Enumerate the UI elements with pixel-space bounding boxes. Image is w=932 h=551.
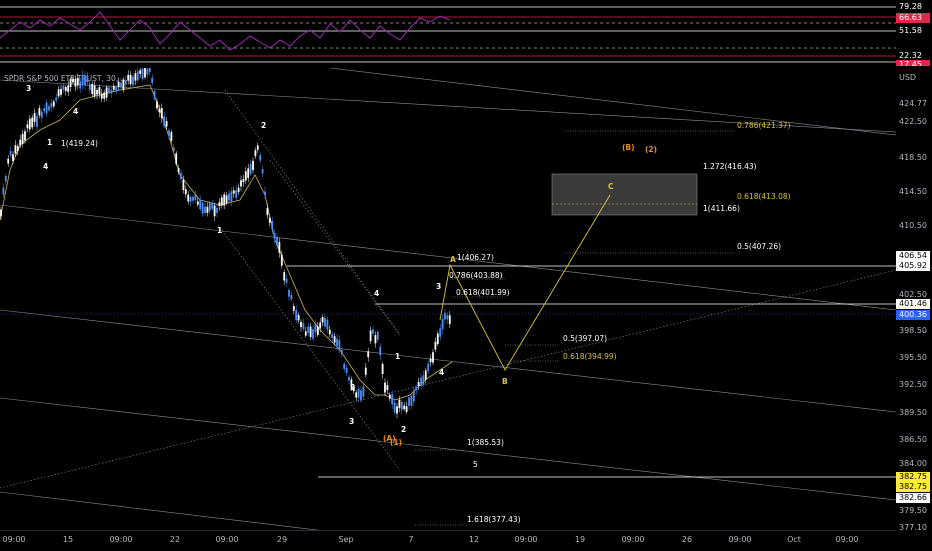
time-tick: 09:00	[621, 535, 645, 544]
price-tick: 377.10	[899, 523, 927, 532]
time-tick: 09:00	[2, 535, 26, 544]
price-tick: 418.50	[899, 153, 927, 162]
wave-label: (2)	[645, 145, 658, 154]
symbol-legend[interactable]: SPDR S&P 500 ETF TRUST, 30, ...	[4, 74, 128, 83]
wave-label: 4	[374, 289, 380, 298]
wave-label: A	[450, 255, 456, 264]
fib-label: 1(385.53)	[467, 438, 504, 447]
price-tick: 389.50	[899, 408, 927, 417]
price-tag: 382.75	[896, 482, 930, 492]
price-tick: 379.50	[899, 506, 927, 515]
price-tick: 395.50	[899, 353, 927, 362]
fib-label: 0.786(421.37)	[737, 121, 791, 130]
fib-label: 1.272(416.43)	[703, 162, 757, 171]
fib-label: 0.5(407.26)	[737, 242, 782, 251]
price-tick: 414.50	[899, 187, 927, 196]
wave-label: 2	[401, 425, 407, 434]
price-tick: 384.00	[899, 459, 927, 468]
fib-label: 0.5(397.07)	[563, 334, 608, 343]
time-tick: 26	[681, 535, 693, 544]
wave-label: 4	[439, 368, 445, 377]
wave-label: 1	[47, 138, 53, 147]
rsi-tag: 17.45	[896, 60, 930, 66]
time-tick: 09:00	[835, 535, 859, 544]
price-chart[interactable]	[0, 68, 896, 530]
rsi-tag: 66.63	[896, 13, 930, 23]
price-tick: 386.50	[899, 435, 927, 444]
time-tick: 29	[276, 535, 288, 544]
time-axis[interactable]: 09:00 15 09:00 22 09:00 29 Sep 7 12 09:0…	[0, 530, 896, 551]
fib-label: 0.618(413.08)	[737, 192, 791, 201]
rsi-line	[0, 11, 451, 51]
price-tick: 410.50	[899, 221, 927, 230]
price-tick: 422.50	[899, 117, 927, 126]
time-tick: Oct	[787, 535, 801, 544]
wave-label: C	[608, 182, 614, 191]
time-tick: 09:00	[109, 535, 133, 544]
moving-average	[0, 84, 453, 401]
wave-label: 3	[26, 84, 32, 93]
wave-label: 3	[349, 417, 355, 426]
price-axis[interactable]: 79.28 66.63 51.58 22.32 17.45 USD 424.77…	[896, 0, 932, 532]
wave-label: (B)	[622, 143, 635, 152]
wave-label: 2	[261, 121, 267, 130]
rsi-tag: 51.58	[896, 26, 930, 36]
price-tag: 382.75	[896, 472, 930, 482]
fib-label: 5	[473, 460, 478, 469]
time-tick: 12	[468, 535, 480, 544]
price-tick: 402.50	[899, 290, 927, 299]
wave-label: 4	[73, 107, 79, 116]
fib-label: 1(406.27)	[457, 253, 494, 262]
fib-label: 0.618(401.99)	[456, 288, 510, 297]
wave-label: 1	[217, 226, 223, 235]
price-tick: 424.77	[899, 99, 927, 108]
currency-label: USD	[899, 73, 917, 82]
fib-label: 1(419.24)	[61, 139, 98, 148]
fib-label: 1.618(377.43)	[467, 515, 521, 524]
fib-label: 0.618(394.99)	[563, 352, 617, 361]
time-tick: 22	[169, 535, 181, 544]
time-tick: Sep	[338, 535, 354, 544]
fib-label: 1(411.66)	[703, 204, 740, 213]
time-tick: 09:00	[215, 535, 239, 544]
current-price-tag: 400.36	[896, 310, 930, 320]
rsi-pane	[0, 6, 896, 63]
target-zone	[551, 173, 698, 216]
price-tag: 382.66	[896, 493, 930, 503]
time-tick: 7	[408, 535, 414, 544]
rsi-tag: 79.28	[896, 2, 930, 12]
projection-path	[439, 194, 611, 371]
wave-label: 2	[350, 383, 356, 392]
price-tick: 398.50	[899, 326, 927, 335]
candlesticks	[0, 68, 451, 419]
wave-label: 3	[436, 282, 442, 291]
wave-label: B	[502, 377, 508, 386]
time-tick: 09:00	[728, 535, 752, 544]
fib-label: 0.786(403.88)	[449, 271, 503, 280]
time-tick: 15	[62, 535, 74, 544]
price-tag: 405.92	[896, 261, 930, 271]
time-tick: 09:00	[514, 535, 538, 544]
wave-label: 1	[395, 352, 401, 361]
wave-label: (A)	[383, 434, 396, 443]
rsi-tag: 22.32	[896, 51, 930, 61]
time-tick: 19	[574, 535, 586, 544]
price-tick: 392.50	[899, 380, 927, 389]
price-tag: 401.46	[896, 299, 930, 309]
price-tag: 406.54	[896, 251, 930, 261]
wave-label: (1)	[390, 438, 403, 447]
wave-label: 4	[43, 162, 49, 171]
